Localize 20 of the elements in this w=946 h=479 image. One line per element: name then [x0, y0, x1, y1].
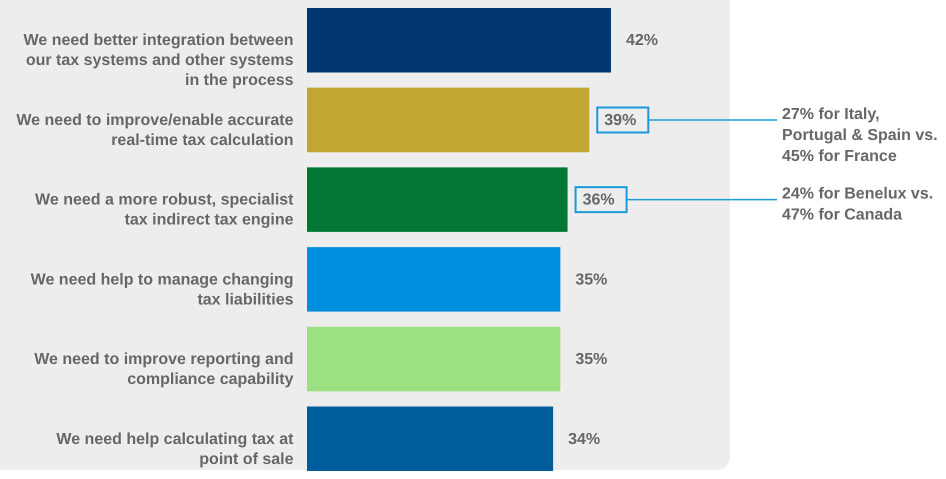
y-tick-label: We need better integration between our tax systems and other systems in the process: [24, 32, 294, 90]
text: 24% for Benelux vs. 47% for Canada: [782, 186, 934, 224]
y-tick-label: We need to improve reporting and compliance capability: [34, 351, 294, 388]
bar: [307, 167, 568, 232]
data-label: 35%: [575, 351, 608, 368]
y-tick-label: We need to improve/enable accurate real-time tax calculation: [16, 112, 294, 149]
data-label: 36%: [582, 192, 615, 209]
y-tick-label: We need help calculating tax at point of sale: [56, 430, 294, 468]
data-label: 39%: [604, 112, 636, 129]
bar: [307, 8, 611, 73]
y-tick-label: We need a more robust, specialist tax indirect tax engine: [35, 192, 294, 229]
data-label: 42%: [626, 32, 658, 50]
data-label: 35%: [575, 271, 608, 288]
bar: [307, 406, 554, 472]
data-label: 34%: [568, 430, 600, 448]
y-tick-label: We need help to manage changing tax liabilities: [30, 271, 294, 308]
bar: [307, 247, 560, 312]
bar: [307, 326, 560, 392]
text: 27% for Italy, Portugal & Spain vs. 45% for France: [782, 106, 938, 165]
bar: [307, 88, 590, 152]
